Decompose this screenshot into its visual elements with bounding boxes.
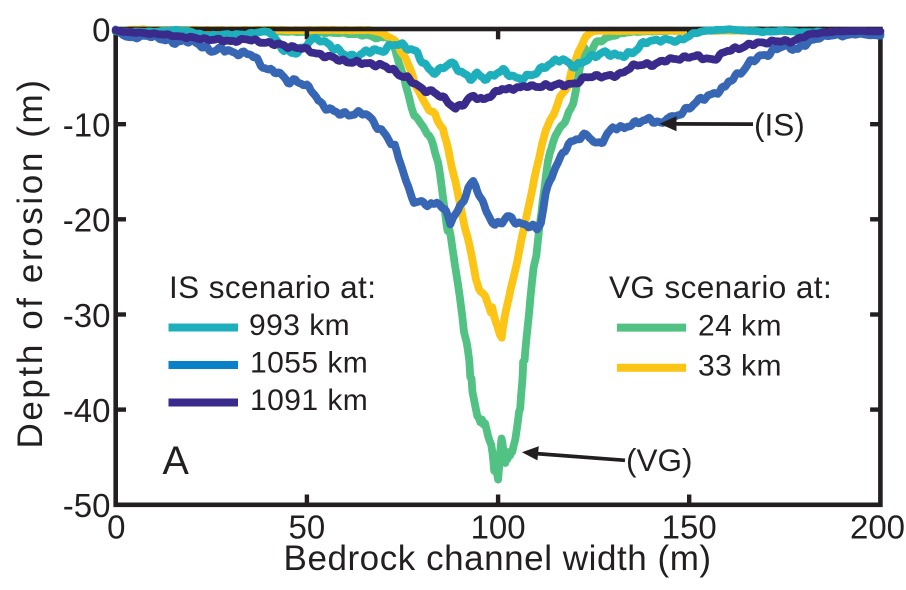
svg-text:VG scenario at:: VG scenario at: — [609, 269, 832, 305]
svg-text:0: 0 — [92, 11, 110, 48]
svg-text:IS scenario at:: IS scenario at: — [169, 269, 376, 305]
svg-text:24 km: 24 km — [698, 309, 782, 342]
svg-text:100: 100 — [471, 509, 526, 546]
svg-text:Bedrock channel width (m): Bedrock channel width (m) — [284, 539, 712, 578]
svg-text:(VG): (VG) — [626, 442, 693, 478]
svg-text:-40: -40 — [63, 392, 111, 429]
svg-text:200: 200 — [850, 509, 905, 546]
svg-text:1091 km: 1091 km — [250, 384, 368, 417]
svg-text:(IS): (IS) — [754, 107, 805, 143]
svg-text:33 km: 33 km — [698, 350, 782, 383]
svg-text:50: 50 — [289, 509, 326, 546]
svg-text:1055 km: 1055 km — [250, 347, 368, 380]
svg-text:Depth of erosion (m): Depth of erosion (m) — [11, 77, 50, 448]
svg-text:-30: -30 — [63, 297, 111, 334]
svg-text:-10: -10 — [63, 107, 111, 144]
svg-text:-20: -20 — [63, 202, 111, 239]
svg-text:A: A — [163, 439, 190, 483]
svg-text:-50: -50 — [63, 487, 111, 524]
svg-text:993 km: 993 km — [249, 309, 350, 342]
svg-text:0: 0 — [107, 509, 125, 546]
svg-text:150: 150 — [662, 509, 717, 546]
